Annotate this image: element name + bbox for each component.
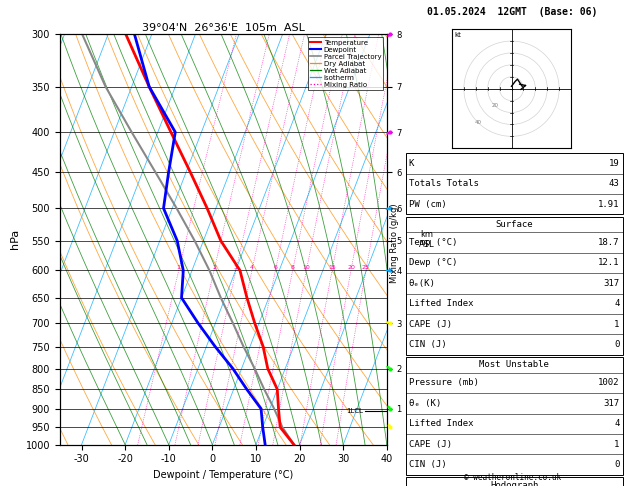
Text: 20: 20 [347,265,355,270]
Text: Lifted Index: Lifted Index [409,299,474,308]
Title: 39°04'N  26°36'E  105m  ASL: 39°04'N 26°36'E 105m ASL [142,23,304,33]
Text: Mixing Ratio (g/kg): Mixing Ratio (g/kg) [390,203,399,283]
Text: θₑ(K): θₑ(K) [409,279,436,288]
Text: 20: 20 [491,103,498,108]
Text: 317: 317 [603,399,620,408]
Text: 4: 4 [250,265,254,270]
Text: 12.1: 12.1 [598,259,620,267]
Text: Lifted Index: Lifted Index [409,419,474,428]
Text: 4: 4 [614,419,620,428]
Text: Totals Totals: Totals Totals [409,179,479,188]
Text: 1002: 1002 [598,379,620,387]
Text: 15: 15 [328,265,336,270]
Text: 1: 1 [614,320,620,329]
Text: CIN (J): CIN (J) [409,340,447,349]
Text: kt: kt [454,32,461,37]
Legend: Temperature, Dewpoint, Parcel Trajectory, Dry Adiabat, Wet Adiabat, Isotherm, Mi: Temperature, Dewpoint, Parcel Trajectory… [308,37,383,90]
Text: 8: 8 [291,265,294,270]
Text: 317: 317 [603,279,620,288]
Text: 1: 1 [614,440,620,449]
Text: 10: 10 [303,265,310,270]
Text: CAPE (J): CAPE (J) [409,320,452,329]
Text: CAPE (J): CAPE (J) [409,440,452,449]
Y-axis label: hPa: hPa [10,229,20,249]
Text: 1: 1 [177,265,181,270]
Text: Temp (°C): Temp (°C) [409,238,457,247]
Text: 18.7: 18.7 [598,238,620,247]
Text: Dewp (°C): Dewp (°C) [409,259,457,267]
Text: 3: 3 [234,265,238,270]
Text: Hodograph: Hodograph [490,481,538,486]
Text: 1.91: 1.91 [598,200,620,208]
Text: 01.05.2024  12GMT  (Base: 06): 01.05.2024 12GMT (Base: 06) [428,7,598,17]
Text: 43: 43 [609,179,620,188]
Text: 0: 0 [614,340,620,349]
Text: 0: 0 [614,460,620,469]
Text: 40: 40 [474,120,481,125]
Text: Surface: Surface [496,220,533,229]
Text: θₑ (K): θₑ (K) [409,399,441,408]
Text: Pressure (mb): Pressure (mb) [409,379,479,387]
X-axis label: Dewpoint / Temperature (°C): Dewpoint / Temperature (°C) [153,470,293,480]
Text: 25: 25 [362,265,370,270]
Text: CIN (J): CIN (J) [409,460,447,469]
Text: PW (cm): PW (cm) [409,200,447,208]
Y-axis label: km
ASL: km ASL [419,230,435,249]
Text: Most Unstable: Most Unstable [479,361,549,369]
Text: 1LCL: 1LCL [346,408,363,414]
Text: K: K [409,159,415,168]
Text: 19: 19 [609,159,620,168]
Text: 6: 6 [274,265,277,270]
Text: 4: 4 [614,299,620,308]
Text: © weatheronline.co.uk: © weatheronline.co.uk [464,473,561,482]
Text: 2: 2 [212,265,216,270]
